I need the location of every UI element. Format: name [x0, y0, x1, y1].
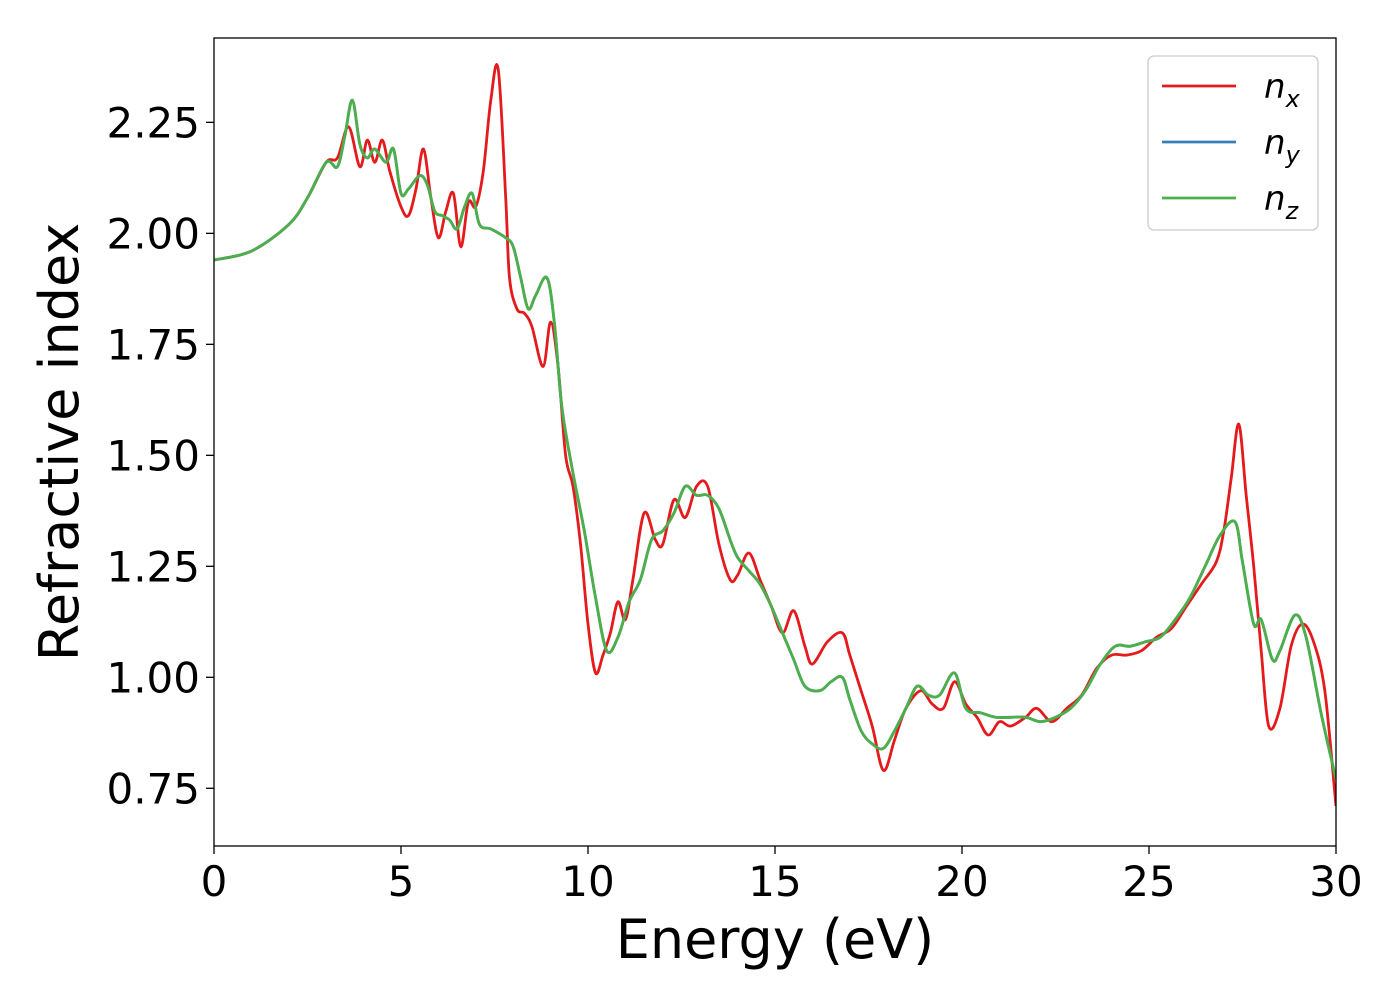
y-tick-label: 2.25: [106, 98, 200, 147]
y-tick-label: 1.50: [106, 431, 200, 480]
legend-label-main: n: [1264, 179, 1286, 219]
x-axis-ticks: 0 5 10 15 20 25 30: [201, 846, 1363, 906]
series-layer: [214, 63, 1336, 807]
y-tick-label: 1.75: [106, 320, 200, 369]
legend-item-x: nx: [1162, 67, 1301, 113]
series-line-z: [214, 98, 1336, 780]
legend-label-main: n: [1264, 123, 1286, 163]
legend-label-subscript: x: [1285, 85, 1301, 113]
legend-label: nz: [1264, 179, 1300, 225]
legend-item-z: nz: [1162, 179, 1300, 225]
legend-label-subscript: y: [1285, 141, 1301, 169]
legend-label: ny: [1264, 123, 1301, 169]
y-tick-label: 1.25: [106, 542, 200, 591]
legend-label: nx: [1264, 67, 1301, 113]
y-axis-ticks: 0.75 1.00 1.25 1.50 1.75 2.00 2.25: [106, 98, 214, 813]
x-tick-label: 25: [1122, 857, 1175, 906]
x-tick-label: 30: [1309, 857, 1362, 906]
legend-label-main: n: [1264, 67, 1286, 107]
legend-label-subscript: z: [1285, 197, 1300, 225]
x-axis-label: Energy (eV): [616, 908, 935, 971]
x-tick-label: 5: [388, 857, 415, 906]
y-axis-label: Refractive index: [28, 223, 91, 662]
y-tick-label: 1.00: [106, 653, 200, 702]
y-tick-label: 2.00: [106, 209, 200, 258]
y-tick-label: 0.75: [106, 764, 200, 813]
series-line-x: [214, 63, 1336, 807]
x-tick-label: 15: [748, 857, 801, 906]
x-tick-label: 10: [561, 857, 614, 906]
x-tick-label: 0: [201, 857, 228, 906]
x-tick-label: 20: [935, 857, 988, 906]
legend-item-y: ny: [1162, 123, 1301, 169]
